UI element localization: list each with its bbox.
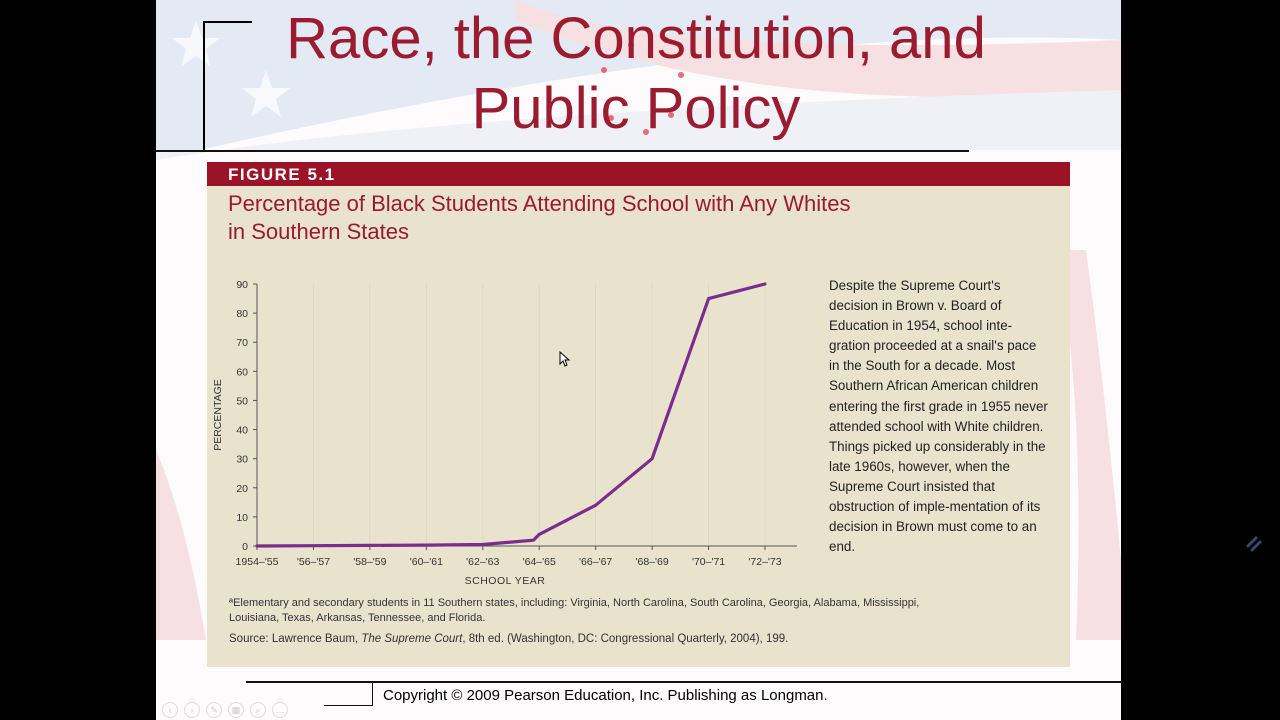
y-tick-label: 20 [236, 483, 248, 495]
x-tick-label: 1954–'55 [236, 556, 279, 568]
figure-label: FIGURE 5.1 [228, 165, 336, 184]
pen-icon[interactable]: ✎ [206, 702, 222, 718]
x-axis-label: SCHOOL YEAR [465, 575, 546, 587]
source-suffix: , 8th ed. (Washington, DC: Congressional… [462, 633, 789, 645]
x-tick-label: '66–'67 [579, 556, 612, 568]
y-tick-label: 10 [236, 512, 248, 524]
y-axis-label: PERCENTAGE [212, 379, 224, 451]
y-tick-label: 0 [242, 541, 248, 553]
slide-title-line2: Public Policy [471, 76, 801, 141]
link-icon[interactable] [1244, 532, 1264, 554]
x-tick-label: '70–'71 [692, 556, 725, 568]
line-chart: 0 10 20 30 40 50 60 70 80 90 1954–'55 '56–'57 '58–'5… [212, 279, 797, 587]
x-tick-label: '72–'73 [748, 556, 781, 568]
source-prefix: Source: Lawrence Baum, [229, 633, 362, 645]
figure: FIGURE 5.1 Percentage of Black Students … [207, 162, 1070, 667]
slides-icon[interactable]: ▦ [228, 702, 244, 718]
footer-box [324, 683, 373, 706]
footer-rule [246, 681, 1121, 683]
title-bracket [203, 21, 252, 150]
y-tick-label: 70 [236, 337, 248, 349]
y-tick-label: 40 [236, 425, 248, 437]
title-underline [156, 150, 969, 152]
figure-footnote: ªElementary and secondary students in 11… [229, 597, 920, 624]
previous-icon[interactable]: ‹ [162, 702, 178, 718]
y-tick-label: 60 [236, 366, 248, 378]
zoom-icon[interactable]: ⌕ [250, 702, 266, 718]
figure-title: Percentage of Black Students Attending S… [228, 190, 928, 246]
source-book-title: The Supreme Court [361, 633, 463, 645]
y-tick-label: 90 [236, 279, 248, 291]
flag-background [156, 0, 1121, 640]
y-tick-label: 80 [236, 308, 248, 320]
slide-title: Race, the Constitution, and Public Polic… [216, 4, 1056, 144]
y-tick-label: 30 [236, 454, 248, 466]
figure-title-line1: Percentage of Black Students Attending S… [228, 191, 851, 216]
x-tick-label: '62–'63 [466, 556, 499, 568]
x-tick-label: '68–'69 [636, 556, 669, 568]
figure-source: Source: Lawrence Baum, The Supreme Court… [229, 633, 929, 645]
y-tick-label: 50 [236, 395, 248, 407]
mouse-cursor-icon [559, 351, 571, 367]
slide-title-line1: Race, the Constitution, and [286, 6, 986, 71]
figure-header: FIGURE 5.1 [207, 162, 1070, 186]
slideshow-toolbar: ‹ › ✎ ▦ ⌕ … [162, 700, 294, 718]
x-tick-label: '58–'59 [353, 556, 386, 568]
next-icon[interactable]: › [184, 702, 200, 718]
figure-title-line2: in Southern States [228, 219, 410, 244]
figure-caption: Despite the Supreme Court's decision in … [829, 278, 1048, 555]
copyright-notice: Copyright © 2009 Pearson Education, Inc.… [383, 687, 828, 704]
more-icon[interactable]: … [272, 702, 288, 718]
x-tick-label: '64–'65 [523, 556, 556, 568]
x-tick-label: '60–'61 [410, 556, 443, 568]
slide: Race, the Constitution, and Public Polic… [156, 0, 1121, 720]
series-line [255, 282, 767, 548]
x-tick-label: '56–'57 [297, 556, 330, 568]
